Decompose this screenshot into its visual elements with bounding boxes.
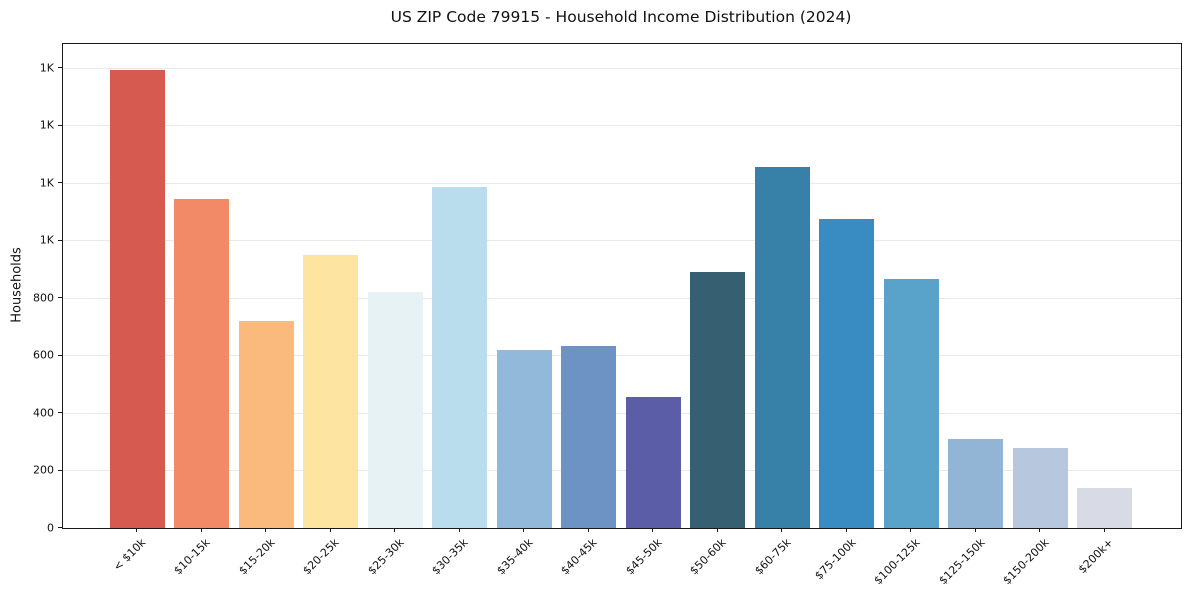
gridline — [63, 297, 1181, 299]
x-tick-label: $200k+ — [1076, 536, 1117, 577]
x-tick-mark — [136, 528, 137, 532]
y-tick-label: 1K — [39, 61, 54, 75]
bar-2 — [174, 198, 230, 528]
x-tick-label: $60-75k — [752, 536, 794, 578]
gridline — [63, 355, 1181, 357]
x-tick-label: $10-15k — [171, 536, 213, 578]
y-tick-label: 400 — [33, 406, 54, 420]
y-tick-label: 0 — [47, 521, 54, 534]
x-tick-label: $35-40k — [494, 536, 536, 578]
x-tick-mark — [652, 528, 654, 532]
bar-3 — [238, 321, 294, 528]
x-tick-mark — [845, 528, 847, 532]
y-tick-label: 1K — [39, 233, 54, 247]
x-tick-mark — [265, 528, 267, 532]
gridline — [63, 240, 1181, 242]
plot-area — [62, 43, 1182, 529]
bar-9 — [625, 397, 681, 528]
x-tick-mark — [1103, 528, 1105, 532]
x-tick-mark — [1039, 528, 1041, 532]
y-tick-mark — [58, 412, 62, 414]
y-tick-mark — [58, 124, 62, 126]
x-tick-label: $40-45k — [558, 536, 600, 578]
x-tick-mark — [523, 528, 525, 532]
x-tick-mark — [394, 528, 396, 532]
y-axis-label: Households — [9, 247, 25, 323]
x-tick-label: $150-200k — [1000, 536, 1052, 588]
x-tick-mark — [910, 528, 912, 532]
bar-10 — [690, 272, 746, 528]
bar-5 — [367, 292, 423, 528]
bar-16 — [1077, 487, 1133, 528]
x-tick-label: $75-100k — [811, 536, 859, 583]
bar-7 — [496, 349, 552, 528]
x-tick-mark — [200, 528, 202, 532]
y-tick-mark — [58, 354, 62, 356]
bar-13 — [883, 279, 939, 528]
y-tick-label: 800 — [33, 291, 54, 305]
y-tick-mark — [58, 182, 62, 184]
gridline — [63, 182, 1181, 184]
y-tick-mark — [58, 527, 62, 528]
y-tick-mark — [58, 297, 62, 299]
y-tick-label: 200 — [33, 463, 54, 477]
x-tick-label: $125-150k — [935, 536, 988, 588]
x-tick-mark — [587, 528, 589, 532]
y-tick-label: 1K — [39, 176, 54, 190]
x-tick-mark — [716, 528, 718, 532]
y-tick-mark — [58, 67, 62, 69]
x-tick-label: $50-60k — [687, 536, 729, 578]
x-tick-label: $15-20k — [235, 536, 278, 578]
x-tick-label: $20-25k — [300, 536, 342, 578]
bar-15 — [1012, 447, 1068, 528]
x-tick-label: $30-35k — [429, 536, 471, 578]
y-tick-label: 600 — [33, 348, 54, 362]
y-tick-mark — [58, 469, 62, 471]
x-tick-mark — [329, 528, 331, 532]
x-tick-mark — [974, 528, 976, 532]
bar-1 — [109, 69, 165, 528]
gridline — [63, 67, 1181, 69]
x-tick-mark — [781, 528, 783, 532]
x-tick-label: $100-125k — [871, 536, 923, 588]
gridline — [63, 470, 1181, 472]
y-tick-mark — [58, 239, 62, 241]
bar-11 — [754, 167, 810, 528]
x-tick-label: $45-50k — [623, 536, 665, 578]
y-tick-label: 1K — [39, 118, 54, 132]
bar-8 — [561, 345, 617, 528]
bar-12 — [819, 219, 875, 528]
x-tick-label: $25-30k — [365, 536, 407, 578]
gridline — [63, 412, 1181, 414]
bar-6 — [432, 187, 488, 528]
chart-title: US ZIP Code 79915 - Household Income Dis… — [390, 8, 852, 26]
bar-14 — [948, 438, 1004, 528]
gridline — [63, 125, 1181, 127]
x-tick-mark — [458, 528, 460, 532]
x-tick-label: < $10k — [110, 536, 149, 574]
bar-4 — [303, 254, 359, 528]
